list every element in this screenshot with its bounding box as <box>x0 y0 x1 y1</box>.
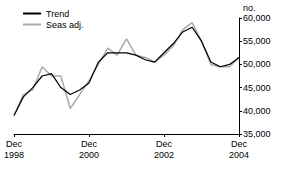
svg-text:Dec: Dec <box>231 139 248 149</box>
svg-text:45,000: 45,000 <box>243 83 271 93</box>
svg-text:50,000: 50,000 <box>243 59 271 69</box>
svg-text:Seas adj.: Seas adj. <box>46 20 84 30</box>
svg-text:1998: 1998 <box>4 150 24 160</box>
svg-text:Dec: Dec <box>156 139 173 149</box>
svg-text:Trend: Trend <box>46 9 69 19</box>
svg-text:Dec: Dec <box>6 139 23 149</box>
svg-text:55,000: 55,000 <box>243 36 271 46</box>
svg-text:60,000: 60,000 <box>243 13 271 23</box>
svg-text:35,000: 35,000 <box>243 129 271 139</box>
svg-text:2000: 2000 <box>79 150 99 160</box>
svg-text:40,000: 40,000 <box>243 106 271 116</box>
svg-text:Dec: Dec <box>81 139 98 149</box>
svg-text:no.: no. <box>243 3 256 13</box>
svg-text:2004: 2004 <box>229 150 249 160</box>
svg-text:2002: 2002 <box>154 150 174 160</box>
